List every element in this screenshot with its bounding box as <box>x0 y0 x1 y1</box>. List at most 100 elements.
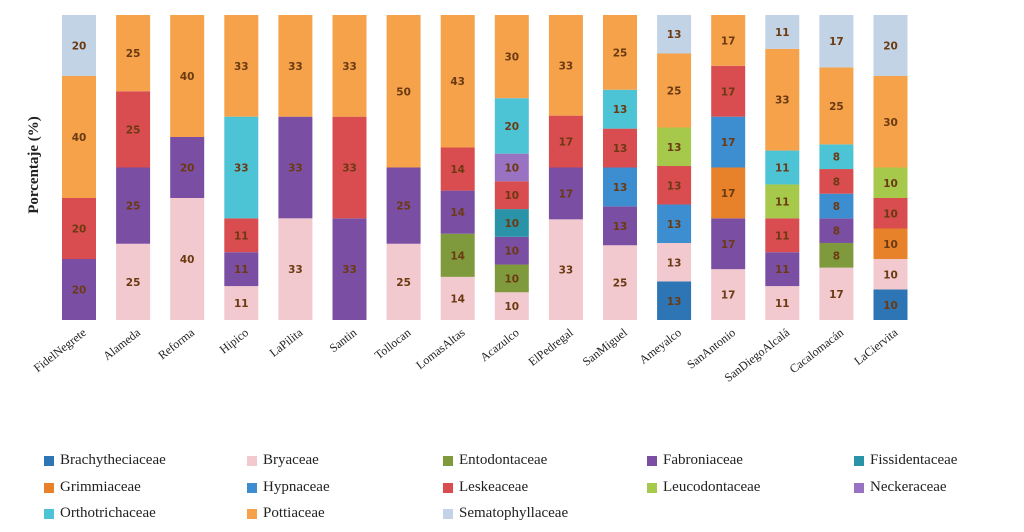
data-label-Acazulco-Leskeaceae: 10 <box>504 190 519 202</box>
bar-segment-FidelNegrete-Sematophyllaceae <box>62 15 96 76</box>
data-label-LomasAltas-Entodontaceae: 14 <box>450 250 465 262</box>
bar-segment-Acazulco-Orthotrichaceae <box>494 98 529 154</box>
data-label-SanAntonio-Hypnaceae: 17 <box>721 137 736 149</box>
legend-item-Bryaceae: Bryaceae <box>247 452 319 469</box>
legend-item-Orthotrichaceae: Orthotrichaceae <box>44 505 156 522</box>
legend-label: Fissidentaceae <box>870 452 958 468</box>
data-label-SanDiegoAlcalá-Bryaceae: 11 <box>775 298 790 310</box>
bar-segment-LaPilita-Fabroniaceae <box>278 116 313 219</box>
data-label-Alameda-Pottiaceae: 25 <box>126 48 141 60</box>
bar-segment-FidelNegrete-Pottiaceae <box>62 76 96 198</box>
bar-segment-Acazulco-Pottiaceae <box>494 15 529 99</box>
legend-label: Orthotrichaceae <box>60 505 156 521</box>
data-label-Hipico-Pottiaceae: 33 <box>234 61 249 73</box>
bar-segment-Hipico-Leskeaceae <box>224 218 259 253</box>
bar-segment-SanAntonio-Pottiaceae <box>711 15 746 66</box>
data-label-Hipico-Fabroniaceae: 11 <box>234 264 249 276</box>
bar-segment-Cacalomacán-Fabroniaceae <box>819 218 854 243</box>
bar-segment-LaCiervita-Pottiaceae <box>873 76 908 168</box>
bar-segment-SanAntonio-Hypnaceae <box>711 116 746 168</box>
data-label-ElPedregal-Fabroniaceae: 17 <box>559 188 574 200</box>
legend-item-Fabroniaceae: Fabroniaceae <box>647 452 743 469</box>
bar-segment-Ameyalco-Leskeaceae <box>657 166 692 205</box>
bar-segment-SanMiguel-Bryaceae <box>603 245 637 320</box>
bar-segment-Hipico-Fabroniaceae <box>224 252 259 287</box>
data-label-ElPedregal-Pottiaceae: 33 <box>559 60 574 72</box>
data-label-LaCiervita-Grimmiaceae: 10 <box>883 239 898 251</box>
category-label-FidelNegrete: FidelNegrete <box>31 325 89 375</box>
category-label-Acazulco: Acazulco <box>477 325 521 364</box>
data-label-FidelNegrete-Leskeaceae: 20 <box>72 224 87 236</box>
bar-segment-Reforma-Pottiaceae <box>170 15 205 137</box>
legend-item-Leucodontaceae: Leucodontaceae <box>647 479 760 496</box>
legend-item-Grimmiaceae: Grimmiaceae <box>44 479 141 496</box>
bar-segment-FidelNegrete-Leskeaceae <box>62 198 96 259</box>
data-label-Tollocan-Fabroniaceae: 25 <box>396 201 411 213</box>
data-label-LaCiervita-Pottiaceae: 30 <box>883 117 898 129</box>
data-label-LomasAltas-Fabroniaceae: 14 <box>450 207 465 219</box>
legend-item-Sematophyllaceae: Sematophyllaceae <box>443 505 568 522</box>
data-label-Cacalomacán-Orthotrichaceae: 8 <box>833 152 840 164</box>
bar-segment-SanDiegoAlcalá-Bryaceae <box>765 286 800 320</box>
legend-label: Bryaceae <box>263 452 319 468</box>
data-label-Ameyalco-Sematophyllaceae: 13 <box>667 29 682 41</box>
bar-segment-Ameyalco-Bryaceae <box>657 243 692 282</box>
data-label-Hipico-Orthotrichaceae: 33 <box>234 163 249 175</box>
bar-segment-Tollocan-Fabroniaceae <box>386 167 421 244</box>
data-label-LaCiervita-Leskeaceae: 10 <box>883 208 898 220</box>
data-label-Santin-Leskeaceae: 33 <box>342 163 357 175</box>
category-label-LaPilita: LaPilita <box>267 325 306 360</box>
bar-segment-Santin-Leskeaceae <box>332 116 367 219</box>
data-label-SanAntonio-Fabroniaceae: 17 <box>721 239 736 251</box>
bar-segment-LaCiervita-Sematophyllaceae <box>873 15 908 76</box>
category-label-SanAntonio: SanAntonio <box>684 325 738 371</box>
category-label-Hipico: Hipico <box>217 325 251 356</box>
bar-segment-ElPedregal-Fabroniaceae <box>548 167 583 220</box>
bar-segment-SanMiguel-Fabroniaceae <box>603 206 637 246</box>
bar-segment-SanAntonio-Fabroniaceae <box>711 218 746 270</box>
data-label-ElPedregal-Bryaceae: 33 <box>559 265 574 277</box>
category-label-Cacalomacán: Cacalomacán <box>787 325 847 376</box>
bar-segment-LomasAltas-Pottiaceae <box>440 15 475 148</box>
bar-segment-SanMiguel-Hypnaceae <box>603 167 637 207</box>
data-label-Ameyalco-Brachytheciaceae: 13 <box>667 296 682 308</box>
data-label-LaCiervita-Sematophyllaceae: 20 <box>883 41 898 53</box>
bar-segment-LaCiervita-Leskeaceae <box>873 198 908 229</box>
data-label-SanDiegoAlcalá-Pottiaceae: 33 <box>775 95 790 107</box>
data-label-SanMiguel-Leskeaceae: 13 <box>613 143 628 155</box>
bar-segment-LaPilita-Pottiaceae <box>278 15 313 117</box>
category-labels: FidelNegrete Alameda Reforma Hipico LaPilita… <box>31 325 901 385</box>
bar-segment-Ameyalco-Sematophyllaceae <box>657 15 692 54</box>
data-label-Cacalomacán-Sematophyllaceae: 17 <box>829 36 844 48</box>
category-label-Alameda: Alameda <box>100 325 143 363</box>
legend-label: Entodontaceae <box>459 452 548 468</box>
data-label-Acazulco-Pottiaceae: 30 <box>504 52 519 64</box>
legend-swatch <box>443 455 453 466</box>
data-label-Tollocan-Bryaceae: 25 <box>396 277 411 289</box>
data-label-SanMiguel-Bryaceae: 25 <box>613 278 628 290</box>
bar-segment-Hipico-Bryaceae <box>224 286 259 320</box>
legend-label: Brachytheciaceae <box>60 452 166 468</box>
bar-segment-LaCiervita-Grimmiaceae <box>873 228 908 259</box>
bar-segment-LomasAltas-Bryaceae <box>440 276 475 320</box>
data-label-LaPilita-Fabroniaceae: 33 <box>288 163 303 175</box>
category-label-SanMiguel: SanMiguel <box>580 325 631 369</box>
legend-swatch <box>247 482 257 493</box>
bar-segment-Santin-Pottiaceae <box>332 15 367 117</box>
data-label-ElPedregal-Leskeaceae: 17 <box>559 137 574 149</box>
bar-segment-Cacalomacán-Pottiaceae <box>819 67 854 145</box>
data-label-SanDiegoAlcalá-Sematophyllaceae: 11 <box>775 27 790 39</box>
category-label-ElPedregal: ElPedregal <box>526 325 577 369</box>
bar-segment-Ameyalco-Brachytheciaceae <box>657 281 692 320</box>
bar-segment-Acazulco-Entodontaceae <box>494 264 529 293</box>
legend-swatch <box>44 482 54 493</box>
data-label-Cacalomacán-Fabroniaceae: 8 <box>833 226 840 238</box>
legend-item-Leskeaceae: Leskeaceae <box>443 479 528 496</box>
bar-segment-LaCiervita-Bryaceae <box>873 259 908 290</box>
bar-segment-SanDiegoAlcalá-Pottiaceae <box>765 48 800 151</box>
bar-segment-Acazulco-Neckeraceae <box>494 153 529 182</box>
data-label-FidelNegrete-Sematophyllaceae: 20 <box>72 41 87 53</box>
data-label-LomasAltas-Leskeaceae: 14 <box>450 164 465 176</box>
category-label-Tollocan: Tollocan <box>372 325 414 362</box>
bar-segment-SanAntonio-Bryaceae <box>711 269 746 320</box>
